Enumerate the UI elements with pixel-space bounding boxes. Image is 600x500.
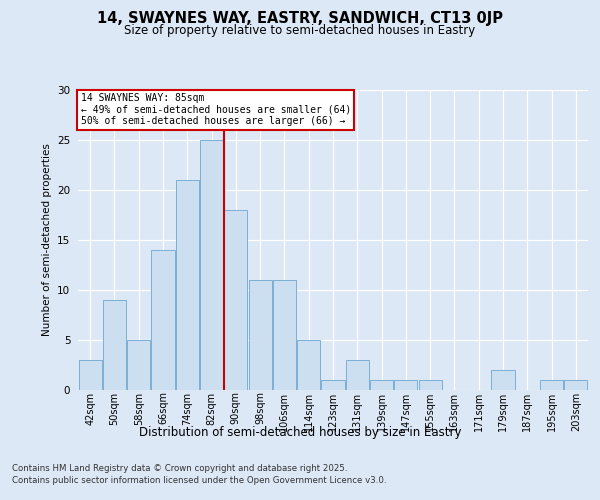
Bar: [248, 280, 272, 390]
Bar: [419, 380, 442, 390]
Bar: [273, 280, 296, 390]
Text: Contains public sector information licensed under the Open Government Licence v3: Contains public sector information licen…: [12, 476, 386, 485]
Bar: [151, 250, 175, 390]
Bar: [224, 210, 247, 390]
Bar: [370, 380, 393, 390]
Bar: [322, 380, 344, 390]
Text: 14 SWAYNES WAY: 85sqm
← 49% of semi-detached houses are smaller (64)
50% of semi: 14 SWAYNES WAY: 85sqm ← 49% of semi-deta…: [80, 93, 351, 126]
Text: Size of property relative to semi-detached houses in Eastry: Size of property relative to semi-detach…: [124, 24, 476, 37]
Bar: [103, 300, 126, 390]
Bar: [491, 370, 515, 390]
Text: Contains HM Land Registry data © Crown copyright and database right 2025.: Contains HM Land Registry data © Crown c…: [12, 464, 347, 473]
Bar: [200, 140, 223, 390]
Y-axis label: Number of semi-detached properties: Number of semi-detached properties: [41, 144, 52, 336]
Bar: [127, 340, 150, 390]
Bar: [297, 340, 320, 390]
Bar: [346, 360, 369, 390]
Bar: [176, 180, 199, 390]
Text: Distribution of semi-detached houses by size in Eastry: Distribution of semi-detached houses by …: [139, 426, 461, 439]
Text: 14, SWAYNES WAY, EASTRY, SANDWICH, CT13 0JP: 14, SWAYNES WAY, EASTRY, SANDWICH, CT13 …: [97, 11, 503, 26]
Bar: [565, 380, 587, 390]
Bar: [540, 380, 563, 390]
Bar: [394, 380, 418, 390]
Bar: [79, 360, 101, 390]
